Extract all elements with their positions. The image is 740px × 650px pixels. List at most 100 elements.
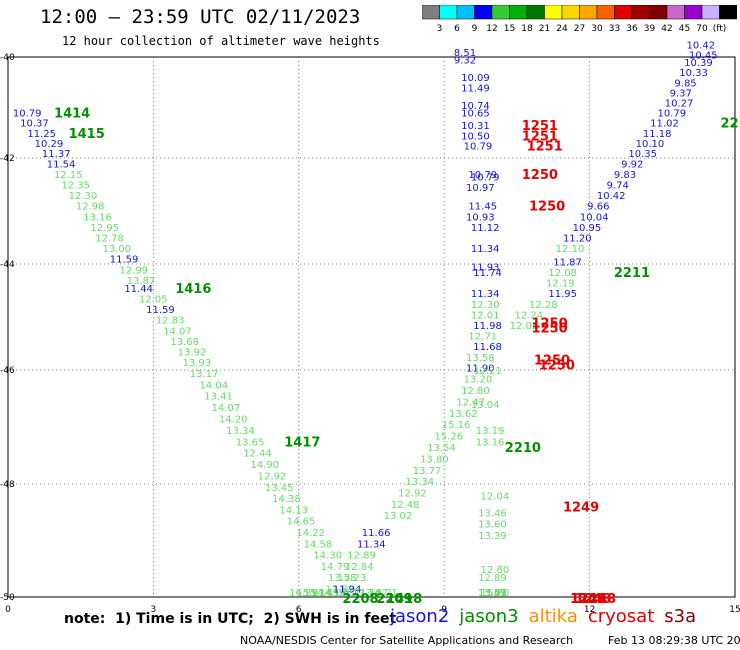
- swh-data-point: 15.14: [304, 588, 333, 599]
- swh-data-point: 12.84: [345, 562, 374, 573]
- satellite-legend-altika: altika: [528, 606, 578, 627]
- swh-data-point: 9.74: [607, 181, 629, 192]
- swh-data-point: 13.58: [466, 353, 495, 364]
- swh-data-point: 13.80: [420, 454, 449, 465]
- swh-data-point: 13.54: [427, 443, 456, 454]
- swh-data-point: 12.92: [398, 488, 427, 499]
- swh-data-point: 10.33: [679, 68, 708, 79]
- colorbar-label: 9: [472, 24, 478, 34]
- x-tick-label: 12: [584, 605, 595, 615]
- swh-data-point: 14.58: [304, 539, 333, 550]
- swh-data-point: 13.04: [471, 400, 500, 411]
- swh-data-point: 16.39: [289, 588, 318, 599]
- swh-data-point: 10.79: [657, 109, 686, 120]
- x-tick-label: 3: [151, 605, 157, 615]
- swh-data-point: 14.79: [321, 562, 350, 573]
- swh-data-point: 13.34: [405, 477, 434, 488]
- swh-data-point: 12.28: [529, 300, 558, 311]
- swh-data-point: 13.39: [478, 531, 507, 542]
- y-tick-label: -46: [0, 366, 15, 376]
- swh-data-point: 14.38: [272, 494, 301, 505]
- swh-data-point: 10.37: [20, 119, 49, 130]
- swh-data-point: 14.04: [199, 380, 228, 391]
- plot-frame: [7, 56, 736, 598]
- x-tick-label: 9: [441, 605, 447, 615]
- swh-data-point: 11.59: [110, 255, 139, 266]
- swh-data-point: 11.98: [473, 321, 502, 332]
- swh-data-point: 13.34: [226, 426, 255, 437]
- swh-data-point: 12.19: [546, 279, 575, 290]
- pass-number-label: 1249: [570, 592, 606, 607]
- swh-data-point: 15.21: [296, 588, 325, 599]
- swh-data-point: 12.89: [347, 551, 376, 562]
- swh-data-point: 13.60: [478, 520, 507, 531]
- swh-data-point: 11.37: [42, 149, 71, 160]
- swh-data-point: 12.48: [391, 500, 420, 511]
- swh-data-point: 13.07: [359, 588, 388, 599]
- page-subtitle: 12 hour collection of altimeter wave hei…: [62, 34, 380, 48]
- colorbar-label: 45: [679, 24, 690, 34]
- swh-data-point: 10.93: [466, 212, 495, 223]
- colorbar-label: 12: [486, 24, 497, 34]
- swh-data-point: 11.74: [473, 268, 502, 279]
- colorbar-label: 33: [609, 24, 620, 34]
- pass-number-label: 1250: [531, 316, 567, 331]
- y-tick-label: -42: [0, 154, 15, 164]
- colorbar-label: 3: [437, 24, 443, 34]
- swh-data-point: 12.24: [514, 310, 543, 321]
- swh-data-point: 10.79: [464, 141, 493, 152]
- swh-data-point: 10.95: [573, 223, 602, 234]
- swh-data-point: 12.04: [481, 491, 510, 502]
- swh-data-point: 13.02: [384, 511, 413, 522]
- colorbar-label: 24: [556, 24, 568, 34]
- pass-number-label: 1251: [527, 139, 563, 154]
- swh-data-point: 12.03: [510, 321, 539, 332]
- swh-data-point: 11.49: [461, 83, 490, 94]
- satellite-legend-s3a: s3a: [664, 606, 697, 627]
- color-scale-legend: 3 6 9 12 15 18 21 24 27 30 33 36 39 42 45 70 (ft): [422, 5, 737, 34]
- swh-data-point: 13.41: [204, 392, 233, 403]
- x-tick-label: 6: [296, 605, 302, 615]
- swh-data-point: 13.77: [413, 466, 442, 477]
- swh-data-point: 12.89: [478, 573, 507, 584]
- swh-data-point: 12.15: [54, 170, 83, 181]
- swh-data-point: 12.47: [456, 397, 485, 408]
- swh-data-point: 9.32: [454, 56, 476, 67]
- swh-data-point: 12.30: [471, 300, 500, 311]
- colorbar-label: 70: [696, 24, 708, 34]
- swh-data-point: 11.02: [650, 119, 679, 130]
- swh-data-point: 10.79: [471, 173, 500, 184]
- swh-data-point: 14.90: [250, 460, 279, 471]
- swh-data-point: 13.20: [464, 375, 493, 386]
- swh-data-point: 13.46: [478, 508, 507, 519]
- swh-data-point: 10.04: [580, 212, 609, 223]
- pass-number-label: 1418: [386, 592, 422, 607]
- swh-data-point: 14.71: [369, 588, 398, 599]
- swh-data-point: 15.03: [478, 588, 507, 599]
- swh-data-point: 15.70: [481, 588, 510, 599]
- swh-data-point: 12.80: [481, 565, 510, 576]
- colorbar-swatch: [719, 5, 737, 20]
- swh-data-point: 9.37: [670, 88, 692, 99]
- note-text: note: 1) Time is in UTC; 2) SWH is in fe…: [64, 611, 397, 627]
- swh-data-point: 11.20: [563, 234, 592, 245]
- colorbar-label: 27: [574, 24, 585, 34]
- swh-data-point: 12.92: [258, 471, 287, 482]
- swh-data-point: 9.83: [614, 170, 636, 181]
- pass-number-label: 1250: [529, 200, 565, 215]
- swh-data-point: 10.35: [628, 149, 657, 160]
- swh-data-point: 10.42: [687, 40, 716, 51]
- swh-data-point: 12.80: [461, 386, 490, 397]
- swh-data-point: 11.59: [146, 305, 175, 316]
- swh-data-point: 9.92: [621, 159, 643, 170]
- swh-data-point: 14.65: [287, 517, 316, 528]
- swh-data-point: 13.17: [190, 369, 219, 380]
- pass-number-label: 1249: [570, 592, 606, 607]
- swh-data-point: 12.71: [468, 332, 497, 343]
- swh-data-point: 10.29: [35, 139, 64, 150]
- satellite-legend-cryosat: cryosat: [587, 606, 655, 627]
- swh-data-point: 12.21: [473, 366, 502, 377]
- colorbar-label: 30: [591, 24, 603, 34]
- swh-data-point: 14.41: [311, 588, 340, 599]
